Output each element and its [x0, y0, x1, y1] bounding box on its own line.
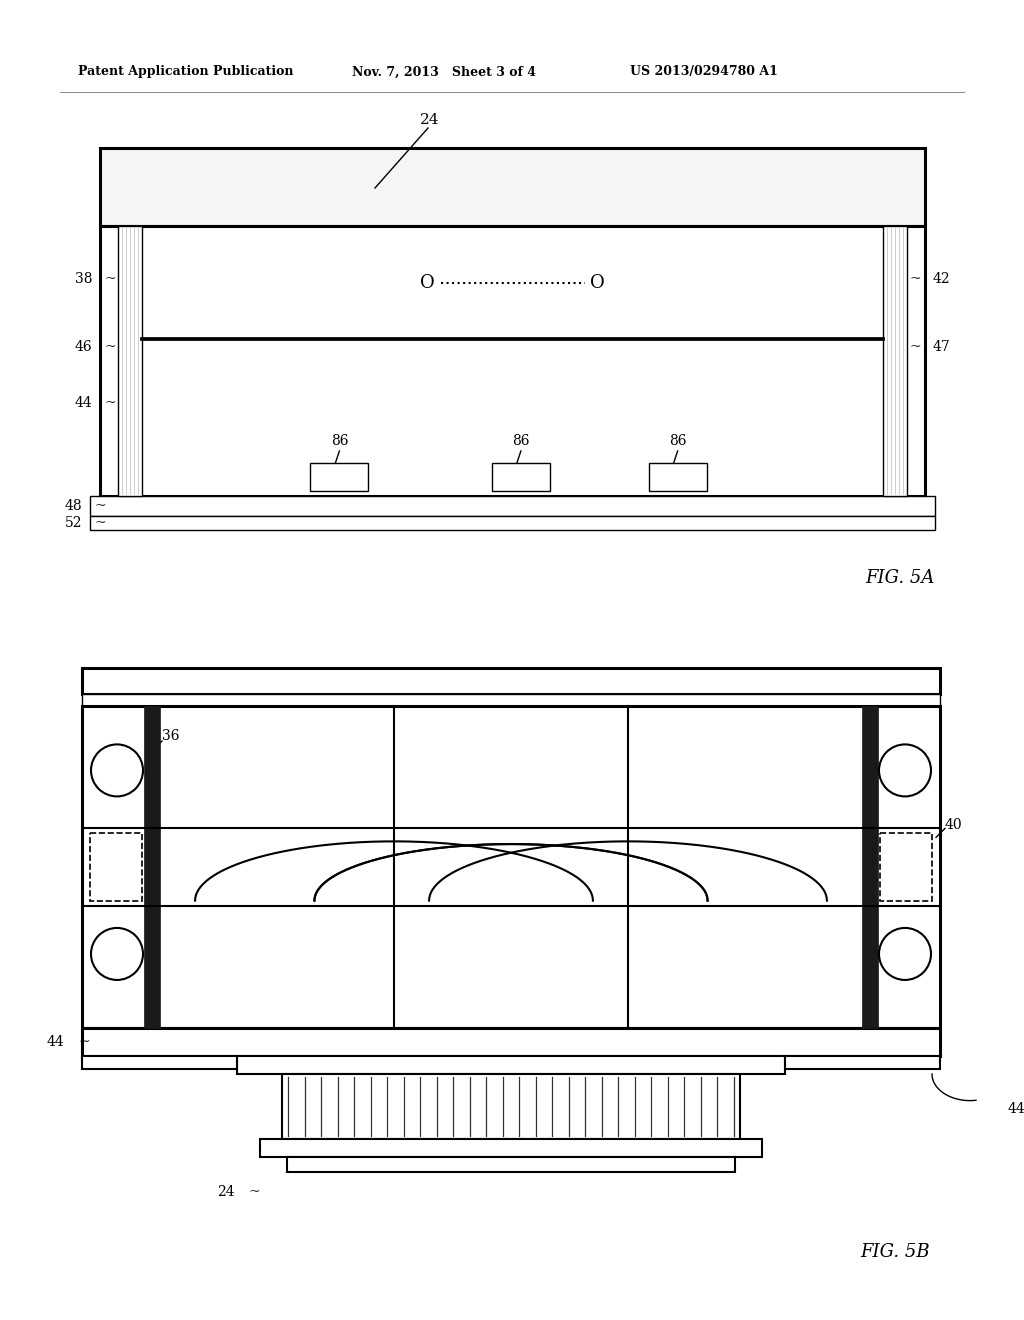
Text: 47: 47	[933, 341, 950, 354]
Bar	[82, 1028, 940, 1056]
Bar	[82, 706, 940, 1028]
Text: O: O	[590, 273, 605, 292]
Bar	[282, 1074, 740, 1139]
Text: ~: ~	[78, 1035, 90, 1049]
Bar	[100, 148, 925, 226]
Text: US 2013/0294780 A1: US 2013/0294780 A1	[630, 66, 778, 78]
Bar	[310, 463, 369, 491]
Text: Nov. 7, 2013   Sheet 3 of 4: Nov. 7, 2013 Sheet 3 of 4	[352, 66, 536, 78]
Text: 86: 86	[512, 434, 529, 447]
Text: 44: 44	[75, 396, 92, 409]
Bar	[90, 833, 142, 900]
Text: 40: 40	[945, 818, 963, 833]
Bar	[82, 694, 940, 706]
Text: 44: 44	[1008, 1102, 1024, 1115]
Text: 38: 38	[75, 272, 92, 285]
Text: 36: 36	[162, 729, 179, 743]
Bar	[287, 1158, 735, 1172]
Text: 52: 52	[65, 516, 82, 531]
Bar	[144, 706, 160, 1028]
Text: ~: ~	[909, 341, 921, 354]
Bar	[100, 226, 925, 496]
Text: FIG. 5B: FIG. 5B	[860, 1243, 930, 1261]
Text: 46: 46	[75, 341, 92, 354]
Text: 44: 44	[46, 1035, 63, 1049]
Text: ~: ~	[248, 1185, 260, 1199]
Text: FIG. 5A: FIG. 5A	[865, 569, 935, 587]
Text: 24: 24	[420, 114, 439, 127]
Text: Patent Application Publication: Patent Application Publication	[78, 66, 294, 78]
Bar	[90, 496, 935, 516]
Bar	[648, 463, 707, 491]
Text: ~: ~	[909, 272, 921, 285]
Text: ~: ~	[104, 272, 116, 285]
Text: ~: ~	[104, 396, 116, 409]
Bar	[237, 1056, 785, 1074]
Text: O: O	[420, 273, 435, 292]
Bar	[492, 463, 550, 491]
Text: 24: 24	[217, 1185, 234, 1199]
Bar	[883, 226, 907, 496]
Text: 86: 86	[331, 434, 348, 447]
Text: ~: ~	[95, 499, 106, 513]
Bar	[118, 226, 142, 496]
Bar	[90, 516, 935, 531]
Text: ~: ~	[95, 516, 106, 531]
Bar	[82, 1056, 237, 1069]
Bar	[785, 1056, 940, 1069]
Text: 42: 42	[933, 272, 950, 285]
Text: ~: ~	[104, 341, 116, 354]
Bar	[880, 833, 932, 900]
Text: 48: 48	[65, 499, 82, 513]
Bar	[862, 706, 878, 1028]
Bar	[82, 668, 940, 694]
Text: 86: 86	[669, 434, 686, 447]
Bar	[260, 1139, 762, 1158]
